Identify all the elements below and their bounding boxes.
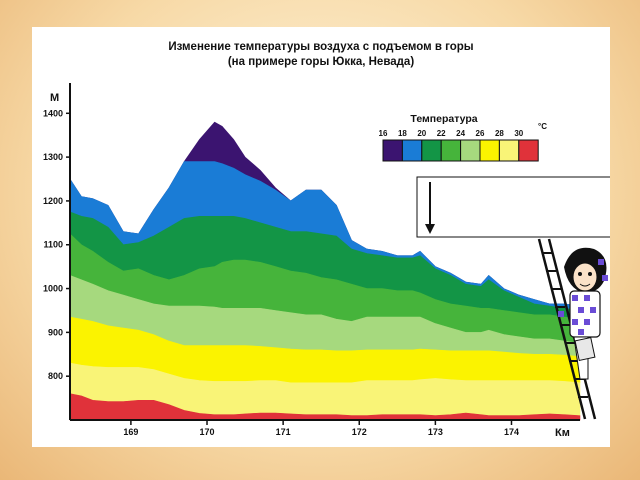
legend-label: 22: [437, 129, 446, 138]
legend-swatch-30+: [518, 139, 539, 162]
y-tick-label: 900: [48, 327, 63, 337]
legend-label: 28: [495, 129, 504, 138]
y-axis-unit: М: [50, 92, 59, 104]
y-tick-label: 1100: [43, 240, 63, 250]
x-axis-unit: Км: [555, 427, 570, 439]
legend-label: 24: [456, 129, 465, 138]
chart-card: Изменение температуры воздуха с подъемом…: [32, 27, 610, 447]
x-tick-label: 172: [352, 427, 367, 437]
legend-swatch-16–18: [382, 139, 403, 162]
temperature-legend: Температура °C 16 18 20 22 24 26 28 30: [379, 113, 547, 162]
legend-label: 20: [417, 129, 426, 138]
legend-label: 30: [514, 129, 523, 138]
y-tick-label: 1200: [43, 196, 63, 206]
legend-swatch-24–26: [460, 139, 481, 162]
annotation-box: [416, 176, 610, 238]
down-arrow-icon: [425, 224, 435, 234]
temperature-bands: [69, 121, 581, 421]
legend-title: Температура: [410, 113, 477, 125]
annotation-frame: [416, 176, 610, 238]
y-tick-label: 1300: [43, 152, 63, 162]
legend-unit: °C: [538, 122, 547, 131]
chart-subtitle: (на примере горы Юкка, Невада): [228, 56, 414, 68]
y-tick-label: 1400: [43, 108, 63, 118]
x-tick-label: 171: [276, 427, 291, 437]
x-tick-label: 169: [123, 427, 138, 437]
legend-label: 26: [476, 129, 485, 138]
girl-on-ladder-illustration: [537, 238, 608, 420]
legend-swatch-28–30: [498, 139, 520, 162]
y-tick-label: 1000: [43, 284, 63, 294]
legend-swatch-26–28: [479, 139, 500, 162]
legend-swatch-22–24: [440, 139, 462, 162]
chart-title: Изменение температуры воздуха с подъемом…: [168, 41, 473, 53]
y-tick-label: 800: [48, 371, 63, 381]
legend-label: 16: [379, 129, 388, 138]
legend-swatch-20–22: [421, 139, 442, 162]
girl-icon: [558, 247, 608, 380]
legend-label: 18: [398, 129, 407, 138]
x-tick-label: 174: [504, 427, 519, 437]
legend-swatch-18–20: [401, 139, 423, 162]
axes: 800 900 1000 1100 1200 1300 1400 169 170 171 172 17…: [43, 83, 580, 437]
x-tick-label: 170: [199, 427, 214, 437]
x-tick-label: 173: [428, 427, 443, 437]
temperature-altitude-chart: Изменение температуры воздуха с подъемом…: [43, 41, 610, 439]
